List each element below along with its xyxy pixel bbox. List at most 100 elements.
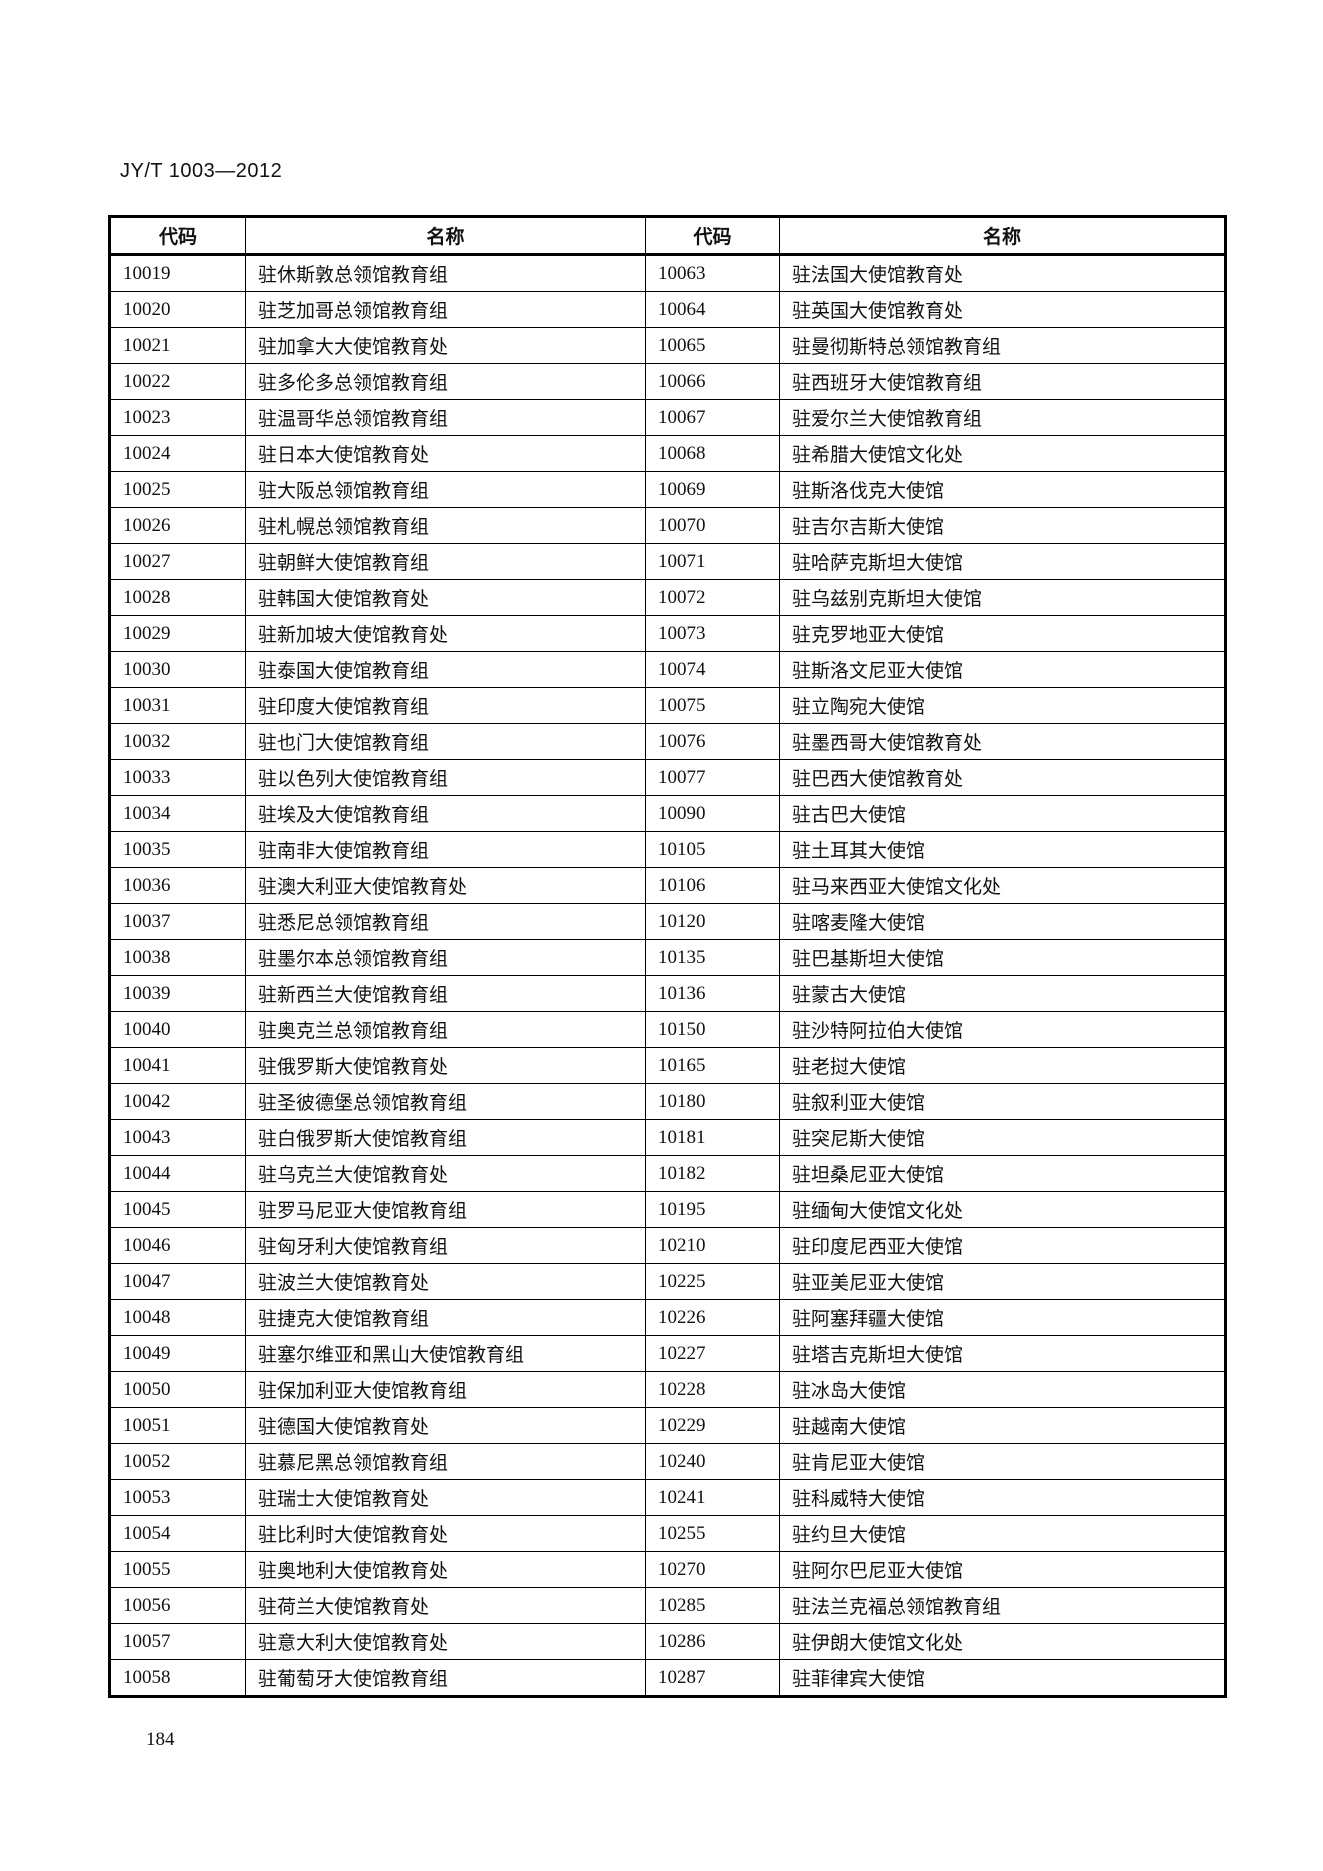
cell-name: 驻爱尔兰大使馆教育组 xyxy=(779,399,1226,436)
cell-name: 驻多伦多总领馆教育组 xyxy=(245,363,646,400)
cell-code: 10030 xyxy=(109,651,246,688)
cell-name: 驻坦桑尼亚大使馆 xyxy=(779,1155,1226,1192)
cell-name: 驻立陶宛大使馆 xyxy=(779,687,1226,724)
table-row: 10043 驻白俄罗斯大使馆教育组 10181 驻突尼斯大使馆 xyxy=(109,1119,1226,1156)
column-header-name: 名称 xyxy=(245,216,646,256)
table-row: 10034 驻埃及大使馆教育组 10090 驻古巴大使馆 xyxy=(109,795,1226,832)
cell-name: 驻波兰大使馆教育处 xyxy=(245,1263,646,1300)
cell-name: 驻大阪总领馆教育组 xyxy=(245,471,646,508)
table-row: 10048 驻捷克大使馆教育组 10226 驻阿塞拜疆大使馆 xyxy=(109,1299,1226,1336)
cell-code: 10182 xyxy=(645,1155,780,1192)
cell-code: 10240 xyxy=(645,1443,780,1480)
cell-code: 10023 xyxy=(109,399,246,436)
cell-name: 驻也门大使馆教育组 xyxy=(245,723,646,760)
cell-name: 驻老挝大使馆 xyxy=(779,1047,1226,1084)
cell-code: 10075 xyxy=(645,687,780,724)
cell-code: 10063 xyxy=(645,254,780,292)
cell-code: 10043 xyxy=(109,1119,246,1156)
table-row: 10045 驻罗马尼亚大使馆教育组 10195 驻缅甸大使馆文化处 xyxy=(109,1191,1226,1228)
cell-name: 驻匈牙利大使馆教育组 xyxy=(245,1227,646,1264)
cell-code: 10022 xyxy=(109,363,246,400)
cell-code: 10019 xyxy=(109,254,246,292)
cell-name: 驻西班牙大使馆教育组 xyxy=(779,363,1226,400)
cell-code: 10180 xyxy=(645,1083,780,1120)
table-row: 10021 驻加拿大大使馆教育处 10065 驻曼彻斯特总领馆教育组 xyxy=(109,327,1226,364)
cell-name: 驻印度大使馆教育组 xyxy=(245,687,646,724)
cell-code: 10028 xyxy=(109,579,246,616)
cell-name: 驻土耳其大使馆 xyxy=(779,831,1226,868)
table-row: 10040 驻奥克兰总领馆教育组 10150 驻沙特阿拉伯大使馆 xyxy=(109,1011,1226,1048)
cell-code: 10057 xyxy=(109,1623,246,1660)
cell-name: 驻古巴大使馆 xyxy=(779,795,1226,832)
cell-name: 驻比利时大使馆教育处 xyxy=(245,1515,646,1552)
table-row: 10031 驻印度大使馆教育组 10075 驻立陶宛大使馆 xyxy=(109,687,1226,724)
column-header-name: 名称 xyxy=(779,216,1226,256)
cell-code: 10270 xyxy=(645,1551,780,1588)
cell-code: 10106 xyxy=(645,867,780,904)
cell-name: 驻以色列大使馆教育组 xyxy=(245,759,646,796)
cell-code: 10041 xyxy=(109,1047,246,1084)
cell-name: 驻印度尼西亚大使馆 xyxy=(779,1227,1226,1264)
table-row: 10025 驻大阪总领馆教育组 10069 驻斯洛伐克大使馆 xyxy=(109,471,1226,508)
cell-code: 10066 xyxy=(645,363,780,400)
table-row: 10038 驻墨尔本总领馆教育组 10135 驻巴基斯坦大使馆 xyxy=(109,939,1226,976)
cell-code: 10076 xyxy=(645,723,780,760)
table-row: 10053 驻瑞士大使馆教育处 10241 驻科威特大使馆 xyxy=(109,1479,1226,1516)
cell-code: 10287 xyxy=(645,1659,780,1697)
cell-name: 驻冰岛大使馆 xyxy=(779,1371,1226,1408)
cell-name: 驻肯尼亚大使馆 xyxy=(779,1443,1226,1480)
cell-code: 10032 xyxy=(109,723,246,760)
table-row: 10037 驻悉尼总领馆教育组 10120 驻喀麦隆大使馆 xyxy=(109,903,1226,940)
cell-code: 10120 xyxy=(645,903,780,940)
cell-code: 10090 xyxy=(645,795,780,832)
cell-name: 驻墨尔本总领馆教育组 xyxy=(245,939,646,976)
cell-code: 10033 xyxy=(109,759,246,796)
cell-code: 10050 xyxy=(109,1371,246,1408)
cell-name: 驻捷克大使馆教育组 xyxy=(245,1299,646,1336)
cell-name: 驻慕尼黑总领馆教育组 xyxy=(245,1443,646,1480)
cell-code: 10045 xyxy=(109,1191,246,1228)
cell-code: 10049 xyxy=(109,1335,246,1372)
cell-name: 驻希腊大使馆文化处 xyxy=(779,435,1226,472)
cell-name: 驻哈萨克斯坦大使馆 xyxy=(779,543,1226,580)
cell-name: 驻巴基斯坦大使馆 xyxy=(779,939,1226,976)
cell-name: 驻科威特大使馆 xyxy=(779,1479,1226,1516)
table-row: 10028 驻韩国大使馆教育处 10072 驻乌兹别克斯坦大使馆 xyxy=(109,579,1226,616)
table-row: 10057 驻意大利大使馆教育处 10286 驻伊朗大使馆文化处 xyxy=(109,1623,1226,1660)
cell-name: 驻意大利大使馆教育处 xyxy=(245,1623,646,1660)
cell-name: 驻斯洛伐克大使馆 xyxy=(779,471,1226,508)
cell-code: 10025 xyxy=(109,471,246,508)
cell-name: 驻阿尔巴尼亚大使馆 xyxy=(779,1551,1226,1588)
cell-name: 驻沙特阿拉伯大使馆 xyxy=(779,1011,1226,1048)
cell-name: 驻墨西哥大使馆教育处 xyxy=(779,723,1226,760)
column-header-code: 代码 xyxy=(645,216,780,256)
cell-code: 10069 xyxy=(645,471,780,508)
cell-name: 驻马来西亚大使馆文化处 xyxy=(779,867,1226,904)
table-row: 10044 驻乌克兰大使馆教育处 10182 驻坦桑尼亚大使馆 xyxy=(109,1155,1226,1192)
cell-code: 10024 xyxy=(109,435,246,472)
cell-name: 驻韩国大使馆教育处 xyxy=(245,579,646,616)
cell-name: 驻瑞士大使馆教育处 xyxy=(245,1479,646,1516)
cell-code: 10035 xyxy=(109,831,246,868)
cell-name: 驻法兰克福总领馆教育组 xyxy=(779,1587,1226,1624)
cell-code: 10038 xyxy=(109,939,246,976)
cell-code: 10226 xyxy=(645,1299,780,1336)
cell-name: 驻泰国大使馆教育组 xyxy=(245,651,646,688)
cell-name: 驻乌兹别克斯坦大使馆 xyxy=(779,579,1226,616)
cell-code: 10074 xyxy=(645,651,780,688)
cell-name: 驻悉尼总领馆教育组 xyxy=(245,903,646,940)
cell-name: 驻温哥华总领馆教育组 xyxy=(245,399,646,436)
cell-name: 驻缅甸大使馆文化处 xyxy=(779,1191,1226,1228)
cell-name: 驻新加坡大使馆教育处 xyxy=(245,615,646,652)
cell-name: 驻日本大使馆教育处 xyxy=(245,435,646,472)
cell-code: 10067 xyxy=(645,399,780,436)
code-table: 代码 名称 代码 名称 10019 驻休斯敦总领馆教育组 10063 驻法国大使馆教育… xyxy=(108,215,1227,1698)
table-row: 10058 驻葡萄牙大使馆教育组 10287 驻菲律宾大使馆 xyxy=(109,1659,1226,1697)
cell-code: 10054 xyxy=(109,1515,246,1552)
cell-code: 10058 xyxy=(109,1659,246,1697)
cell-code: 10039 xyxy=(109,975,246,1012)
cell-code: 10040 xyxy=(109,1011,246,1048)
table-row: 10050 驻保加利亚大使馆教育组 10228 驻冰岛大使馆 xyxy=(109,1371,1226,1408)
cell-name: 驻俄罗斯大使馆教育处 xyxy=(245,1047,646,1084)
cell-name: 驻塔吉克斯坦大使馆 xyxy=(779,1335,1226,1372)
